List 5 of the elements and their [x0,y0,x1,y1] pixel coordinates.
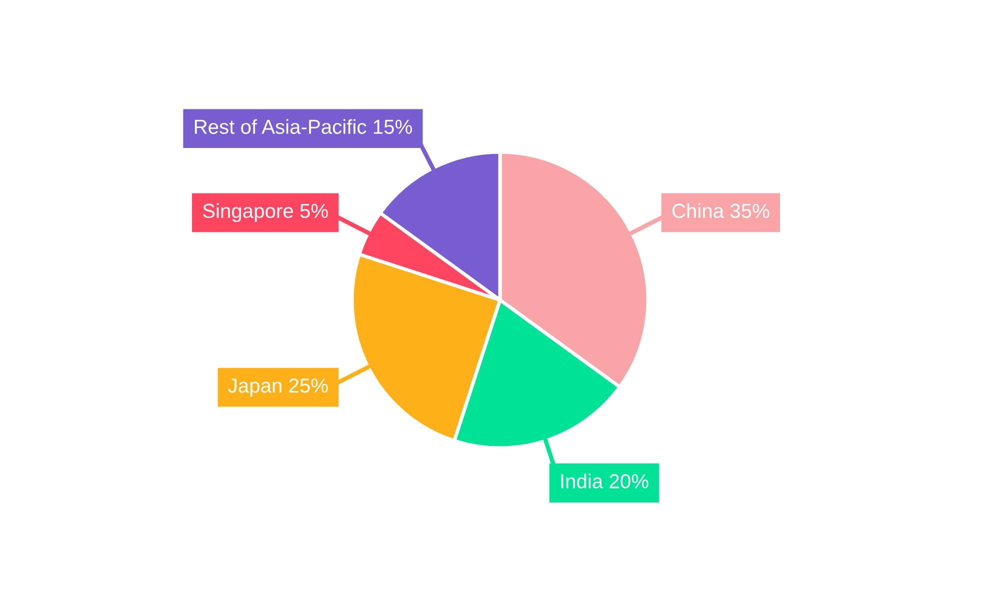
slice-label: Rest of Asia-Pacific 15% [194,119,412,134]
slice-label: India 20% [561,474,648,488]
slice-label: Singapore 5% [202,203,328,222]
slice-label: China 35% [672,203,770,218]
slice-label: Japan 25% [228,378,328,397]
